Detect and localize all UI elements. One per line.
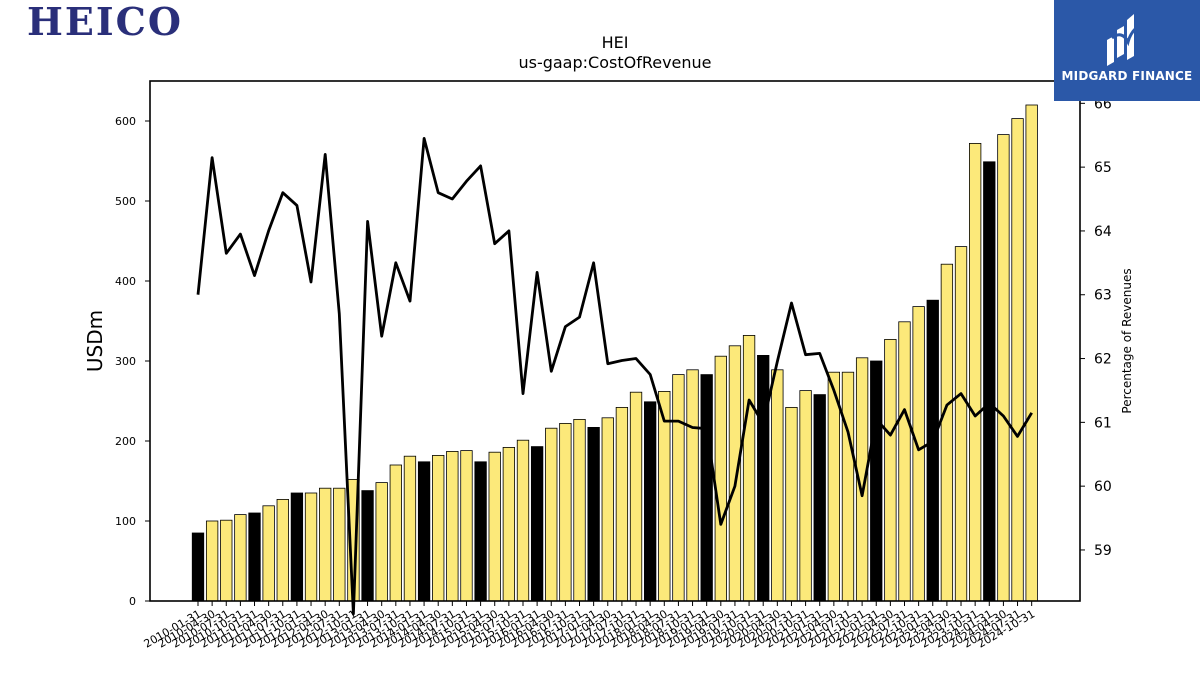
bar-2017-01-31 (587, 426, 600, 602)
bar-2011-07-31 (276, 498, 289, 602)
y-tick-label: 600 (115, 115, 136, 128)
bar-2010-10-31 (234, 514, 247, 602)
bar-series (191, 104, 1038, 602)
bar-2019-01-31 (700, 374, 713, 602)
axes (149, 80, 1081, 602)
y-tick-label: 500 (115, 195, 136, 208)
bar-2023-04-30 (940, 263, 954, 602)
bar-2021-01-31 (813, 394, 826, 602)
bar-2023-07-31 (954, 246, 968, 602)
bar-2016-04-30 (545, 427, 558, 602)
bar-2018-04-30 (658, 390, 671, 602)
bar-2015-10-31 (516, 439, 530, 602)
bar-2018-10-31 (686, 369, 699, 602)
chart-subtitle: us-gaap:CostOfRevenue (518, 53, 712, 72)
bar-2014-07-31 (446, 450, 459, 602)
bar-2010-07-31 (220, 519, 233, 602)
bar-2019-10-31 (742, 334, 756, 602)
midgard-emblem-icon (1107, 14, 1138, 66)
bar-2016-10-31 (573, 418, 586, 602)
bar-2019-07-31 (728, 345, 742, 602)
bar-2021-07-31 (841, 371, 855, 602)
publisher-name: MIDGARD FINANCE (1061, 69, 1193, 83)
percentage-line (196, 136, 1033, 616)
y2-tick-label: 63 (1094, 288, 1112, 304)
bar-2022-01-31 (870, 360, 883, 602)
chart-title: HEI (601, 33, 629, 52)
heico-logo-text: HEICO (27, 2, 183, 40)
bar-2014-04-30 (432, 454, 445, 602)
y-tick-label: 400 (115, 275, 136, 288)
y-axis-label: USDm (83, 310, 107, 372)
y-tick-label: 300 (115, 355, 136, 368)
bar-2024-04-30 (997, 134, 1010, 602)
midgard-finance-logo: MIDGARD FINANCE (1054, 0, 1200, 101)
bar-2017-07-31 (615, 406, 629, 602)
bar-2014-10-31 (460, 450, 473, 602)
bar-2018-01-31 (644, 401, 657, 602)
bar-2016-01-31 (530, 446, 544, 602)
bar-2020-07-31 (785, 406, 798, 602)
x-axis-ticks: 2010-01-312010-04-302010-07-312010-10-31… (142, 601, 1037, 651)
bar-2015-07-31 (502, 446, 516, 602)
bar-2015-01-31 (474, 461, 487, 602)
bar-2020-04-30 (771, 369, 784, 602)
y2-tick-label: 60 (1094, 479, 1112, 495)
bar-2014-01-31 (417, 461, 431, 602)
bar-2011-10-31 (290, 492, 304, 602)
bar-2017-10-31 (629, 391, 643, 602)
bar-2016-07-31 (559, 422, 572, 602)
heico-logo: HEICO (27, 2, 183, 40)
y2-tick-label: 61 (1094, 415, 1112, 431)
bar-2018-07-31 (672, 374, 685, 602)
bar-2015-04-30 (488, 451, 501, 602)
bar-2022-10-31 (912, 306, 925, 602)
bar-2024-01-31 (983, 161, 996, 602)
bar-2013-07-31 (389, 464, 402, 602)
bar-2013-10-31 (403, 455, 417, 602)
bar-2010-01-31 (191, 532, 205, 602)
bar-2023-01-31 (926, 299, 939, 602)
bar-2020-01-31 (757, 354, 770, 602)
bar-2022-07-31 (898, 321, 911, 602)
y-tick-label: 100 (115, 515, 136, 528)
bar-2013-04-30 (375, 482, 388, 602)
plot-frame (149, 80, 1081, 602)
y2-tick-label: 64 (1094, 224, 1112, 240)
bar-2012-04-30 (319, 487, 332, 602)
bar-2017-04-30 (601, 417, 614, 602)
bar-2020-10-31 (799, 390, 812, 602)
y2-tick-label: 62 (1094, 352, 1112, 368)
line-series (196, 136, 1033, 616)
bar-2012-07-31 (333, 487, 346, 602)
bar-2011-01-31 (248, 512, 261, 602)
bar-2022-04-30 (884, 338, 897, 602)
bar-2024-07-31 (1011, 118, 1024, 602)
y-tick-label: 0 (129, 595, 136, 608)
y2-axis-label: Percentage of Revenues (1120, 268, 1134, 413)
y2-tick-label: 59 (1094, 543, 1112, 559)
y-tick-label: 200 (115, 435, 136, 448)
bar-2023-10-31 (969, 142, 982, 602)
bar-2013-01-31 (361, 490, 374, 602)
bar-2012-01-31 (304, 492, 318, 602)
bar-2011-04-30 (262, 505, 275, 602)
y-axis-ticks: 0 100 200 300 400 500 600 (115, 115, 150, 608)
bar-2024-10-31 (1025, 104, 1038, 602)
bar-2021-04-30 (827, 371, 840, 602)
bar-2010-04-30 (205, 520, 219, 602)
y2-tick-label: 65 (1094, 160, 1112, 176)
bar-2019-04-30 (714, 355, 727, 602)
